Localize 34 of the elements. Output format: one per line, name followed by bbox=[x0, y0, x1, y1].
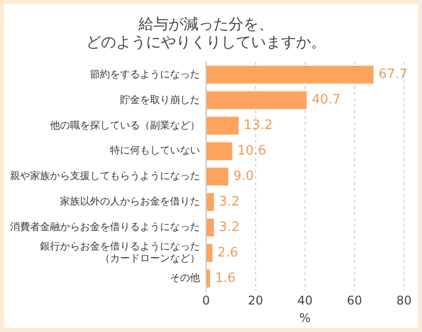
y-tick-label: 親や家族から支援してもらうようになった bbox=[10, 170, 200, 182]
y-tick-label: 節約をするようになった bbox=[90, 69, 200, 80]
data-label: 3.2 bbox=[218, 220, 240, 235]
chart-title: 給与が減った分を、どのようにやりくりしていますか。 bbox=[86, 14, 326, 51]
data-label: 3.2 bbox=[218, 194, 240, 210]
data-label: 10.6 bbox=[237, 144, 266, 159]
bar bbox=[206, 244, 212, 262]
x-tick-label: 80 bbox=[396, 294, 412, 308]
y-tick-label: 消費者金融からお金を借りるようになった bbox=[10, 221, 200, 234]
data-label: 13.2 bbox=[244, 118, 273, 134]
data-label: 1.6 bbox=[214, 270, 236, 286]
bar bbox=[206, 218, 214, 236]
data-label: 9.0 bbox=[233, 168, 254, 184]
bar bbox=[206, 193, 214, 212]
y-tick-label: 他の職を探している（副業など） bbox=[50, 119, 200, 132]
x-tick-label: 20 bbox=[248, 294, 264, 308]
bar bbox=[206, 270, 210, 288]
bar bbox=[206, 168, 228, 186]
bar bbox=[206, 91, 307, 110]
data-label: 67.7 bbox=[378, 67, 408, 82]
x-tick-label: 60 bbox=[346, 294, 362, 308]
y-tick-label: その他 bbox=[170, 272, 200, 284]
y-tick-label: 銀行からお金を借りるようになった（カードローンなど） bbox=[40, 240, 200, 265]
x-tick-label: 0 bbox=[202, 294, 210, 308]
data-label: 2.6 bbox=[217, 245, 238, 260]
y-tick-label: 家族以外の人からお金を借りた bbox=[60, 196, 200, 208]
bar bbox=[206, 66, 374, 84]
x-axis-title: % bbox=[299, 310, 311, 325]
bar bbox=[206, 116, 239, 135]
data-label: 40.7 bbox=[312, 92, 341, 108]
y-tick-label: 貯金を取り崩した bbox=[120, 94, 200, 106]
x-tick-label: 40 bbox=[297, 294, 313, 308]
y-tick-label: 特に何もしていない bbox=[110, 144, 200, 157]
bar bbox=[206, 142, 232, 160]
